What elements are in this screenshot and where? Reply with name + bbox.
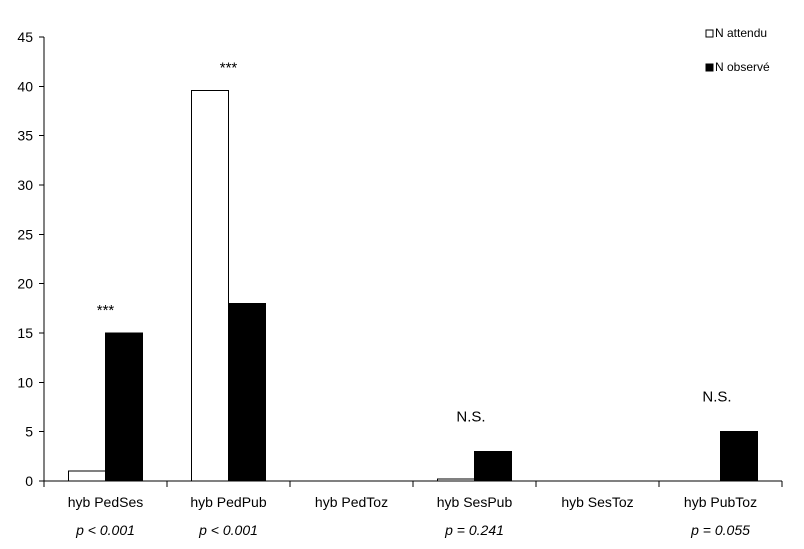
y-tick-label: 40 <box>17 78 33 94</box>
p-value-label: p = 0.241 <box>444 522 504 538</box>
x-category-label: hyb SesPub <box>437 494 513 510</box>
significance-label: N.S. <box>702 389 731 406</box>
bar-n-attendu <box>191 89 229 482</box>
y-tick-label: 25 <box>17 226 33 242</box>
p-value-label: p = 0.055 <box>690 522 750 538</box>
significance-label: N.S. <box>456 408 485 425</box>
labels: hyb PedSes p < 0.001 *** hyb PedPub p < 0.00… <box>68 59 757 538</box>
axes: 0 5 10 15 20 25 30 35 40 45 <box>17 29 783 489</box>
x-category-label: hyb PedSes <box>68 494 144 510</box>
y-tick-label: 45 <box>17 29 33 45</box>
y-tick-label: 35 <box>17 128 33 144</box>
y-tick-label: 20 <box>17 276 33 292</box>
legend-swatch <box>705 63 714 72</box>
legend: N attendu N observé <box>705 26 770 74</box>
y-tick-label: 0 <box>25 473 33 489</box>
bars <box>68 89 758 482</box>
bar-n-attendu <box>437 478 475 482</box>
significance-label: *** <box>220 59 238 76</box>
y-tick-label: 15 <box>17 325 33 341</box>
x-category-label: hyb PedToz <box>315 494 388 510</box>
legend-label: N attendu <box>715 26 767 40</box>
legend-label: N observé <box>715 60 770 74</box>
significance-label: *** <box>97 302 115 319</box>
bar-n-observe <box>720 431 758 482</box>
bar-n-observe <box>474 450 512 482</box>
bar-n-observe <box>105 332 143 482</box>
x-category-label: hyb SesToz <box>561 494 633 510</box>
bar-n-observe <box>228 302 266 482</box>
y-tick-label: 10 <box>17 374 33 390</box>
y-tick-label: 5 <box>25 424 33 440</box>
bar-n-attendu <box>68 470 106 482</box>
p-value-label: p < 0.001 <box>75 522 135 538</box>
p-value-label: p < 0.001 <box>198 522 258 538</box>
x-category-label: hyb PubToz <box>684 494 757 510</box>
y-tick-label: 30 <box>17 177 33 193</box>
x-category-label: hyb PedPub <box>190 494 266 510</box>
legend-swatch <box>705 29 714 38</box>
